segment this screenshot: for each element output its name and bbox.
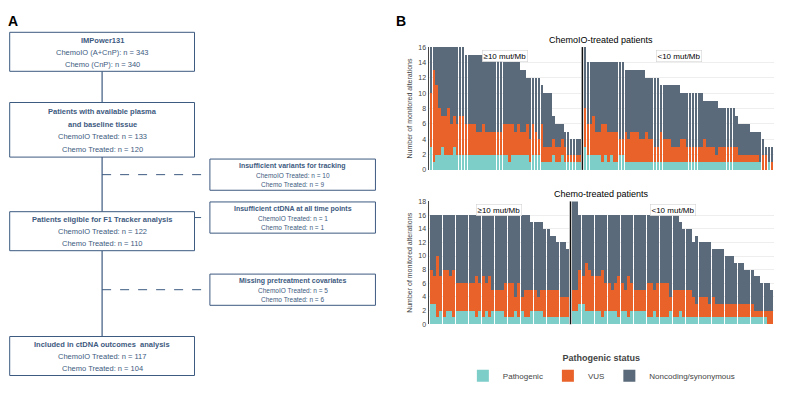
svg-text:Chemo Treated: n = 9: Chemo Treated: n = 9 — [261, 181, 324, 188]
svg-text:12: 12 — [418, 239, 426, 246]
svg-text:ChemoIO Treated: n = 122: ChemoIO Treated: n = 122 — [58, 227, 147, 236]
svg-text:ChemoIO-treated patients: ChemoIO-treated patients — [549, 35, 653, 45]
svg-text:8: 8 — [422, 105, 426, 112]
svg-text:12: 12 — [418, 74, 426, 81]
svg-text:6: 6 — [422, 280, 426, 287]
svg-text:B: B — [396, 13, 406, 29]
svg-text:<10 mut/Mb: <10 mut/Mb — [652, 206, 695, 215]
svg-text:Number of monitored alteration: Number of monitored alterations — [406, 58, 413, 158]
svg-text:ChemoIO Treated: n = 1: ChemoIO Treated: n = 1 — [258, 215, 328, 222]
svg-text:Chemo Treated: n = 110: Chemo Treated: n = 110 — [62, 239, 143, 248]
svg-text:10: 10 — [418, 252, 426, 259]
svg-text:ChemoIO Treated: n = 5: ChemoIO Treated: n = 5 — [258, 287, 328, 294]
svg-text:14: 14 — [418, 59, 426, 66]
svg-text:Chemo (CnP): n = 340: Chemo (CnP): n = 340 — [65, 60, 140, 69]
svg-text:Included in ctDNA outcomes an: Included in ctDNA outcomes analysis — [34, 340, 170, 349]
svg-text:ChemoIO Treated: n = 117: ChemoIO Treated: n = 117 — [58, 352, 146, 361]
svg-text:A: A — [8, 13, 18, 29]
svg-text:<10 mut/Mb: <10 mut/Mb — [658, 52, 701, 61]
svg-text:0: 0 — [422, 166, 426, 173]
svg-text:VUS: VUS — [588, 372, 604, 381]
svg-text:2: 2 — [422, 307, 426, 314]
svg-text:4: 4 — [422, 293, 426, 300]
svg-text:ChemoIO Treated: n = 133: ChemoIO Treated: n = 133 — [58, 132, 147, 141]
svg-text:Missing pretreatment covariate: Missing pretreatment covariates — [239, 277, 346, 285]
svg-text:and baseline tissue: and baseline tissue — [68, 120, 137, 129]
svg-text:0: 0 — [422, 321, 426, 328]
svg-text:10: 10 — [418, 90, 426, 97]
svg-text:Noncoding/synonymous: Noncoding/synonymous — [649, 372, 734, 381]
svg-text:ChemoIO Treated: n = 10: ChemoIO Treated: n = 10 — [256, 172, 330, 179]
svg-text:Chemo-treated patients: Chemo-treated patients — [554, 189, 649, 199]
svg-text:6: 6 — [422, 120, 426, 127]
svg-text:Chemo Treated: n = 1: Chemo Treated: n = 1 — [261, 224, 324, 231]
svg-text:16: 16 — [418, 44, 426, 51]
svg-text:Chemo Treated: n = 104: Chemo Treated: n = 104 — [62, 364, 143, 373]
svg-text:IMPower131: IMPower131 — [81, 36, 124, 45]
svg-text:Patients eligible for F1 Track: Patients eligible for F1 Tracker analysi… — [32, 215, 172, 224]
svg-text:Chemo Treated: n = 120: Chemo Treated: n = 120 — [62, 145, 143, 154]
svg-text:Pathogenic: Pathogenic — [503, 372, 543, 381]
svg-text:ChemoIO (A+CnP): n = 343: ChemoIO (A+CnP): n = 343 — [56, 48, 149, 57]
svg-text:Insufficient ctDNA at all time: Insufficient ctDNA at all time points — [234, 205, 352, 213]
svg-text:8: 8 — [422, 266, 426, 273]
svg-text:16: 16 — [418, 212, 426, 219]
svg-text:2: 2 — [422, 151, 426, 158]
svg-text:≥10 mut/Mb: ≥10 mut/Mb — [478, 206, 521, 215]
svg-text:18: 18 — [418, 198, 426, 205]
svg-text:Patients with available plasma: Patients with available plasma — [48, 107, 157, 116]
svg-text:Insufficient variants for trac: Insufficient variants for tracking — [239, 162, 346, 170]
svg-text:Number of monitored alteration: Number of monitored alterations — [406, 212, 413, 312]
svg-text:Pathogenic status: Pathogenic status — [563, 353, 641, 363]
svg-text:4: 4 — [422, 136, 426, 143]
svg-text:14: 14 — [418, 225, 426, 232]
svg-text:Chemo Treated: n = 6: Chemo Treated: n = 6 — [261, 296, 324, 303]
svg-text:≥10 mut/Mb: ≥10 mut/Mb — [484, 52, 527, 61]
